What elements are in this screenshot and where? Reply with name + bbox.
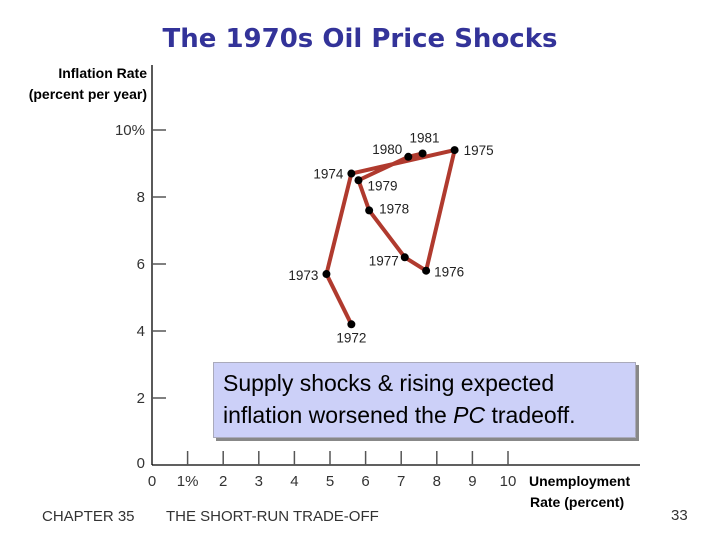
- page-number: 33: [671, 507, 688, 524]
- data-point: [450, 146, 459, 155]
- y-tick-label: 2: [137, 390, 145, 407]
- callout-text: inflation worsened the: [223, 402, 454, 428]
- data-label: 1977: [369, 253, 399, 268]
- data-label: 1978: [379, 201, 409, 216]
- series-line: [324, 148, 457, 326]
- data-label: 1973: [288, 268, 318, 283]
- y-tick-label: 0: [137, 455, 145, 472]
- x-tick-label: 10: [500, 473, 517, 490]
- x-axis-label: Rate (percent): [530, 494, 624, 510]
- slide-title: The 1970s Oil Price Shocks: [162, 24, 558, 54]
- data-point: [418, 149, 427, 158]
- x-tick-label: 0: [148, 473, 156, 490]
- data-label: 1975: [464, 143, 494, 158]
- footer-title: THE SHORT-RUN TRADE-OFF: [166, 508, 379, 525]
- data-point: [322, 270, 331, 279]
- callout-italic: PC: [453, 402, 486, 428]
- x-tick-label: 3: [255, 473, 263, 490]
- x-tick-label: 5: [326, 473, 334, 490]
- y-tick-label: 8: [137, 189, 145, 206]
- data-point: [354, 176, 363, 185]
- callout-box: Supply shocks & rising expected inflatio…: [213, 362, 636, 438]
- data-point: [404, 152, 413, 161]
- y-tick-label: 6: [137, 256, 145, 273]
- data-label: 1981: [410, 130, 440, 145]
- x-tick-label: 1%: [177, 473, 199, 490]
- x-tick-label: 4: [290, 473, 298, 490]
- x-tick-label: 6: [361, 473, 369, 490]
- data-point: [347, 320, 356, 329]
- data-point: [422, 266, 431, 275]
- x-tick-label: 9: [468, 473, 476, 490]
- callout-text-end: tradeoff.: [485, 402, 576, 428]
- footer-chapter: CHAPTER 35: [42, 508, 135, 525]
- x-axis-label: Unemployment: [529, 473, 630, 489]
- data-label: 1979: [367, 178, 397, 193]
- callout-line-1: Supply shocks & rising expected: [223, 370, 555, 396]
- x-tick-label: 8: [433, 473, 441, 490]
- data-label: 1980: [372, 142, 402, 157]
- x-tick-label: 2: [219, 473, 227, 490]
- data-point: [347, 169, 356, 178]
- y-tick-label: 10%: [115, 122, 145, 139]
- y-axis-label: (percent per year): [29, 86, 147, 102]
- x-tick-label: 7: [397, 473, 405, 490]
- data-point: [400, 253, 409, 262]
- data-label: 1974: [313, 167, 344, 182]
- y-axis-label: Inflation Rate: [58, 65, 147, 81]
- data-label: 1972: [336, 330, 366, 345]
- y-tick-label: 4: [137, 323, 145, 340]
- data-point: [365, 206, 374, 215]
- data-label: 1976: [434, 265, 464, 280]
- callout-line-2: inflation worsened the PC tradeoff.: [223, 399, 635, 431]
